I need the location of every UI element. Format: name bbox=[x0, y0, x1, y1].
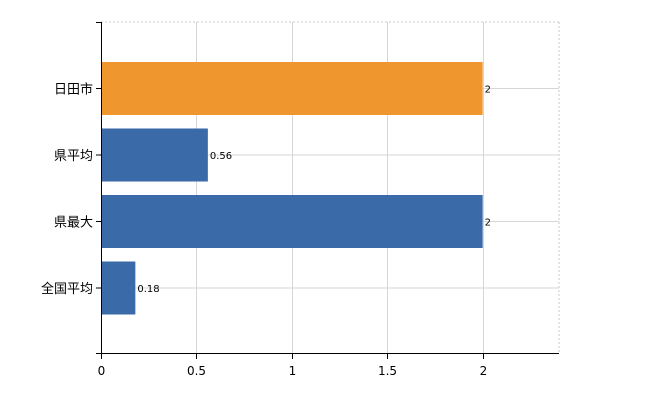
data-labels: 2 0.56 2 0.18 bbox=[137, 85, 491, 296]
bar-2 bbox=[101, 195, 483, 248]
x-tick-label-1: 0.5 bbox=[187, 364, 206, 378]
data-label-1: 0.56 bbox=[210, 151, 232, 162]
y-tick-label-3: 全国平均 bbox=[41, 281, 93, 297]
x-tick-label-2: 1 bbox=[289, 364, 297, 378]
data-label-0: 2 bbox=[485, 85, 491, 96]
y-tick-label-2: 県最大 bbox=[54, 216, 93, 231]
x-tick-label-3: 1.5 bbox=[378, 364, 397, 378]
y-tick-label-1: 県平均 bbox=[54, 149, 93, 164]
data-label-3: 0.18 bbox=[137, 284, 159, 295]
x-tick-label-4: 2 bbox=[480, 364, 488, 378]
bar-1 bbox=[101, 128, 208, 182]
bars bbox=[101, 62, 483, 315]
bar-0 bbox=[101, 62, 483, 115]
y-tick-label-0: 日田市 bbox=[54, 82, 93, 98]
x-tick-label-0: 0 bbox=[98, 364, 106, 378]
bar-3 bbox=[101, 261, 136, 315]
data-label-2: 2 bbox=[485, 218, 491, 229]
